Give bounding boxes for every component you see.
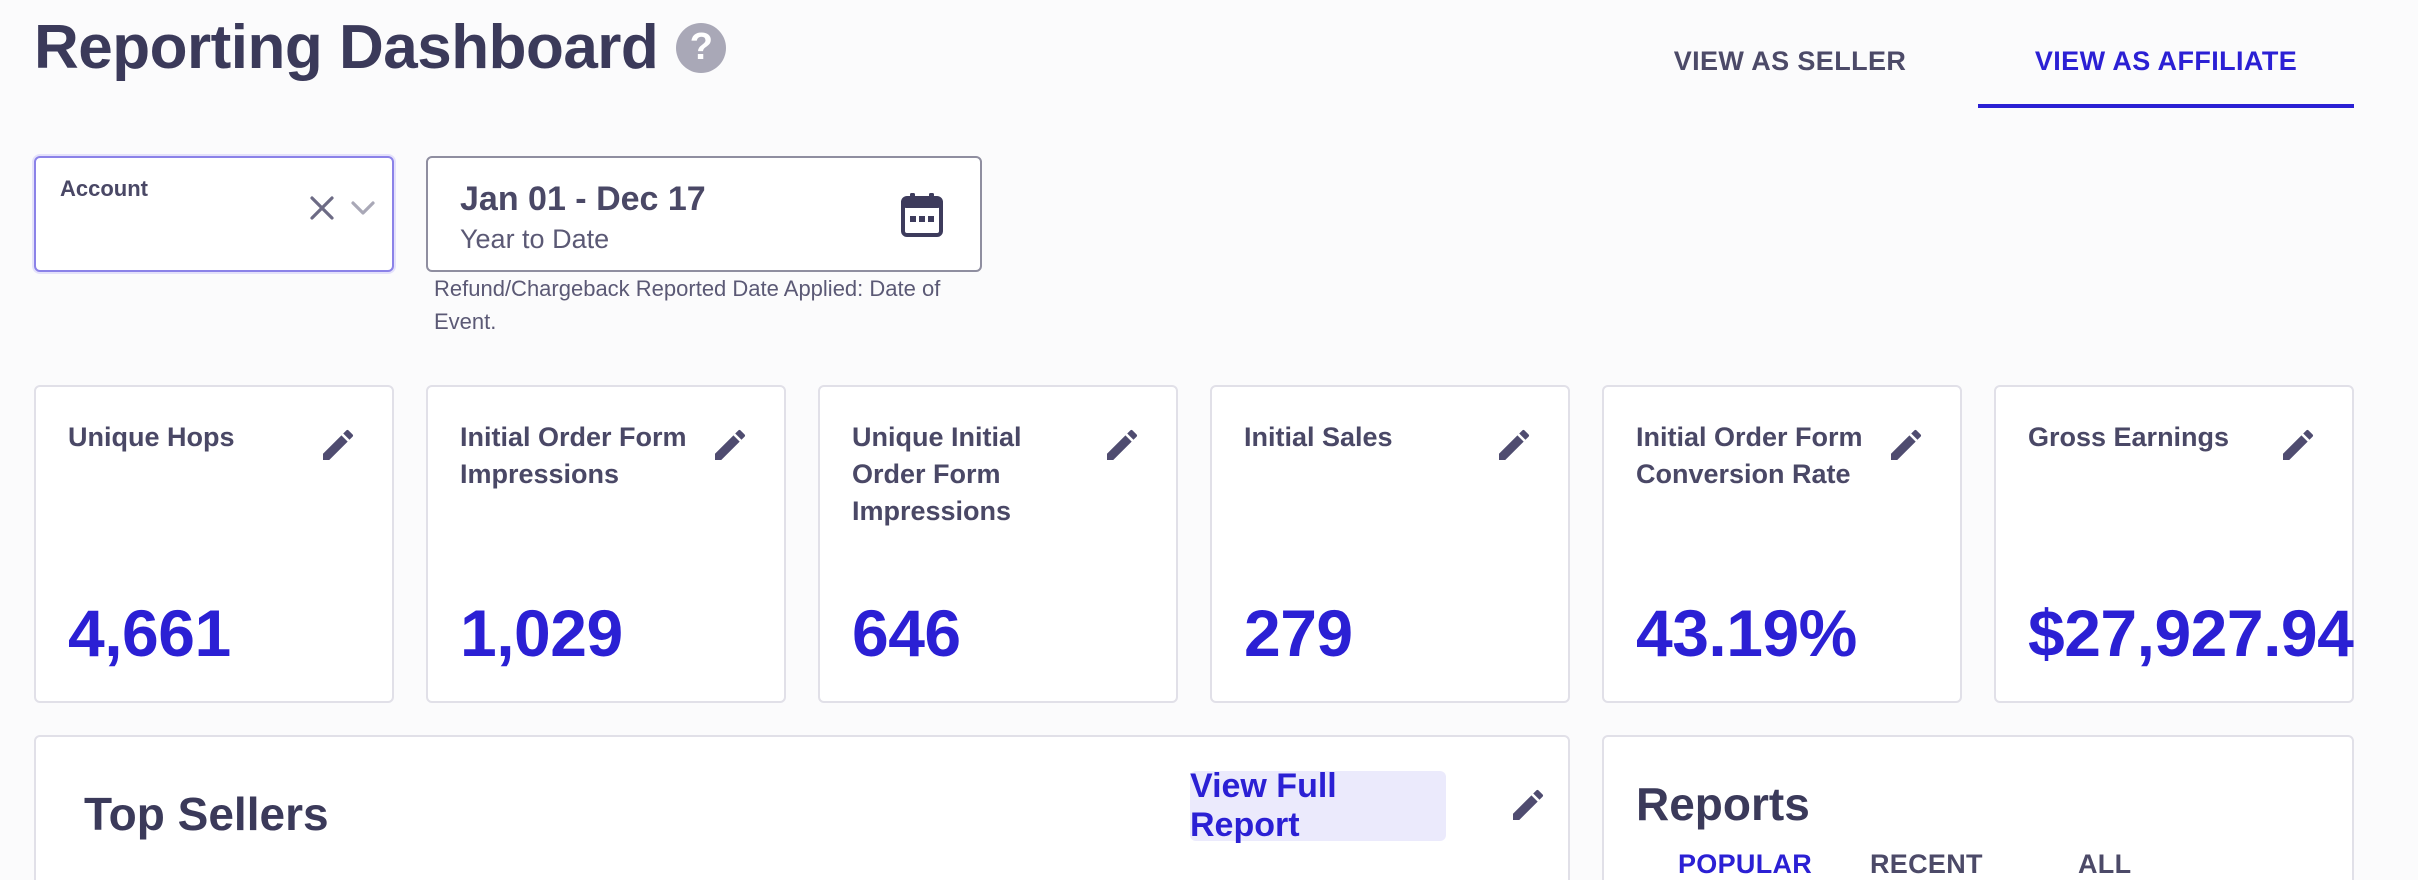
- pencil-icon[interactable]: [710, 425, 750, 465]
- pencil-icon[interactable]: [1102, 425, 1142, 465]
- metric-label: Gross Earnings: [2028, 422, 2230, 452]
- tab-recent[interactable]: RECENT: [1870, 849, 1983, 879]
- page-header: Reporting Dashboard ?: [34, 12, 727, 83]
- tab-popular[interactable]: POPULAR: [1678, 849, 1813, 879]
- date-range-picker[interactable]: Jan 01 - Dec 17 Year to Date: [426, 156, 982, 272]
- metric-label: Initial Order Form Impressions: [460, 422, 687, 489]
- pencil-icon[interactable]: [1494, 425, 1534, 465]
- tab-all[interactable]: ALL: [2078, 849, 2132, 879]
- pencil-icon[interactable]: [1508, 785, 1548, 825]
- reports-title: Reports: [1636, 778, 1810, 830]
- metric-card-unique-hops: Unique Hops 4,661: [34, 385, 394, 703]
- metric-label: Initial Order Form Conversion Rate: [1636, 422, 1863, 489]
- metric-value: 4,661: [68, 596, 231, 670]
- metric-label: Initial Sales: [1244, 422, 1393, 452]
- tab-view-as-affiliate[interactable]: VIEW AS AFFILIATE: [1978, 40, 2354, 108]
- top-sellers-title: Top Sellers: [84, 788, 329, 840]
- close-icon[interactable]: [306, 192, 338, 224]
- top-sellers-panel: Top Sellers View Full Report: [34, 735, 1570, 880]
- pencil-icon[interactable]: [2278, 425, 2318, 465]
- metric-label: Unique Initial Order Form Impressions: [852, 422, 1022, 526]
- account-label: Account: [60, 176, 148, 201]
- metric-card-unique-initial-order-form-impressions: Unique Initial Order Form Impressions 64…: [818, 385, 1178, 703]
- metric-card-initial-sales: Initial Sales 279: [1210, 385, 1570, 703]
- pencil-icon[interactable]: [318, 425, 358, 465]
- calendar-icon[interactable]: [900, 192, 944, 238]
- page-title: Reporting Dashboard: [34, 13, 659, 82]
- pencil-icon[interactable]: [1886, 425, 1926, 465]
- metric-value: 43.19%: [1636, 596, 1857, 670]
- date-range-value: Jan 01 - Dec 17: [460, 180, 706, 218]
- date-applied-note: Refund/Chargeback Reported Date Applied:…: [434, 276, 941, 334]
- metric-value: 279: [1244, 596, 1353, 670]
- metric-value: 646: [852, 596, 961, 670]
- help-icon[interactable]: ?: [676, 22, 727, 73]
- chevron-down-icon[interactable]: [350, 198, 376, 218]
- metric-card-conversion-rate: Initial Order Form Conversion Rate 43.19…: [1602, 385, 1962, 703]
- metric-label: Unique Hops: [68, 422, 235, 452]
- metric-value: $27,927.94: [2028, 596, 2354, 670]
- metric-card-gross-earnings: Gross Earnings $27,927.94: [1994, 385, 2354, 703]
- metric-value: 1,029: [460, 596, 623, 670]
- tab-view-as-seller[interactable]: VIEW AS SELLER: [1673, 46, 1907, 76]
- view-full-report-button[interactable]: View Full Report: [1190, 767, 1446, 844]
- date-preset-label: Year to Date: [460, 224, 610, 254]
- account-select[interactable]: Account: [34, 156, 394, 272]
- metric-card-initial-order-form-impressions: Initial Order Form Impressions 1,029: [426, 385, 786, 703]
- reports-panel: Reports POPULAR RECENT ALL: [1602, 735, 2354, 880]
